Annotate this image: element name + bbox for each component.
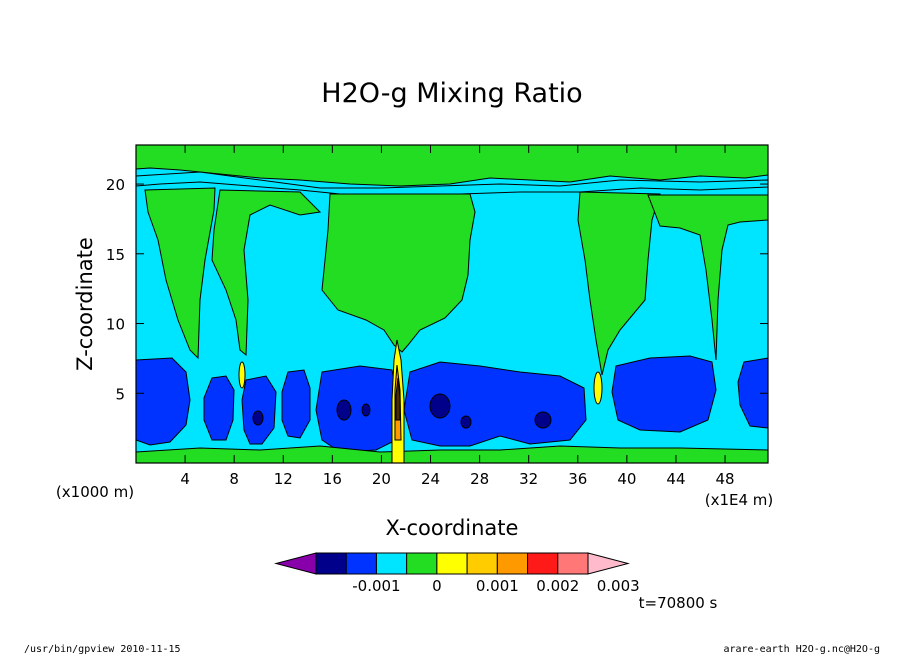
colorbar-label: 0.001 bbox=[476, 577, 519, 595]
y-tick-label: 15 bbox=[106, 246, 125, 264]
y-tick-label: 20 bbox=[106, 176, 125, 194]
colorbar-swatch-high bbox=[587, 552, 630, 575]
colorbar-swatch bbox=[375, 552, 408, 575]
colorbar-label: -0.001 bbox=[352, 577, 400, 595]
region-dark-core bbox=[361, 403, 371, 417]
colorbar-labels: -0.001 0 0.001 0.002 0.003 bbox=[352, 577, 639, 595]
region-green-plume-2 bbox=[211, 189, 322, 357]
x-tick-label: 4 bbox=[180, 470, 190, 488]
region-yellow-streak bbox=[238, 361, 246, 389]
region-dark-core bbox=[252, 410, 264, 426]
colorbar-swatch bbox=[496, 552, 529, 575]
region-dark-core bbox=[429, 393, 451, 419]
region-green-plume-right bbox=[577, 191, 661, 376]
x-tick-label: 24 bbox=[421, 470, 440, 488]
colorbar-label: 0.002 bbox=[536, 577, 579, 595]
region-dark-core bbox=[534, 411, 552, 429]
region-blue-far-right bbox=[737, 357, 768, 429]
colorbar bbox=[274, 552, 630, 575]
region-blue-right bbox=[611, 355, 717, 433]
plot-area bbox=[136, 145, 768, 463]
time-label: t=70800 s bbox=[639, 594, 718, 612]
colorbar-swatch bbox=[315, 552, 347, 575]
plot-frame bbox=[135, 144, 769, 464]
region-dark-core bbox=[336, 399, 352, 421]
x-axis-ticks: 4 8 12 16 20 24 28 32 36 40 44 48 bbox=[180, 145, 735, 488]
region-blue-left-3 bbox=[241, 375, 277, 445]
x-tick-label: 36 bbox=[568, 470, 587, 488]
region-cyan-strip bbox=[136, 171, 768, 197]
y-axis-label: Z-coordinate bbox=[73, 237, 97, 371]
region-blue-left bbox=[136, 357, 191, 446]
region-spike-dark bbox=[395, 377, 401, 421]
region-blue-left-4 bbox=[281, 369, 311, 439]
chart-title: H2O-g Mixing Ratio bbox=[321, 78, 582, 109]
region-dark-core bbox=[460, 415, 472, 429]
colorbar-swatch bbox=[436, 552, 468, 575]
footer-right: arare-earth_H2O-g.nc@H2O-g bbox=[723, 644, 880, 654]
z-unit-note: (x1000 m) bbox=[56, 483, 134, 501]
colorbar-swatch bbox=[466, 552, 498, 575]
x-tick-label: 48 bbox=[716, 470, 735, 488]
colorbar-swatch bbox=[345, 552, 377, 575]
x-tick-label: 44 bbox=[666, 470, 685, 488]
region-upper-green-band bbox=[136, 145, 768, 187]
x-tick-label: 20 bbox=[372, 470, 391, 488]
region-green-plume-center bbox=[321, 193, 476, 353]
colorbar-swatch bbox=[406, 552, 438, 575]
y-axis-ticks: 5 10 15 20 bbox=[106, 176, 768, 403]
x-tick-label: 40 bbox=[617, 470, 636, 488]
colorbar-label: 0 bbox=[432, 577, 442, 595]
x-tick-label: 8 bbox=[229, 470, 239, 488]
x-tick-label: 32 bbox=[519, 470, 538, 488]
x-tick-label: 12 bbox=[274, 470, 293, 488]
region-blue-left-2 bbox=[203, 375, 235, 441]
footer-left: /usr/bin/gpview 2010-11-15 bbox=[24, 644, 181, 654]
x-unit-note: (x1E4 m) bbox=[705, 491, 774, 509]
region-green-ground bbox=[136, 445, 768, 463]
region-blue-center-left bbox=[315, 365, 399, 453]
colorbar-swatch-low bbox=[274, 552, 317, 575]
y-tick-label: 5 bbox=[115, 385, 125, 403]
region-yellow-streak bbox=[593, 371, 603, 405]
x-axis-label: X-coordinate bbox=[386, 516, 519, 540]
colorbar-swatch bbox=[527, 552, 559, 575]
colorbar-swatch bbox=[557, 552, 589, 575]
x-tick-label: 28 bbox=[470, 470, 489, 488]
colorbar-label: 0.003 bbox=[597, 577, 640, 595]
x-tick-label: 16 bbox=[323, 470, 342, 488]
region-green-plume-far-right bbox=[647, 194, 768, 361]
y-tick-label: 10 bbox=[106, 316, 125, 334]
region-green-plume-1 bbox=[144, 187, 216, 360]
